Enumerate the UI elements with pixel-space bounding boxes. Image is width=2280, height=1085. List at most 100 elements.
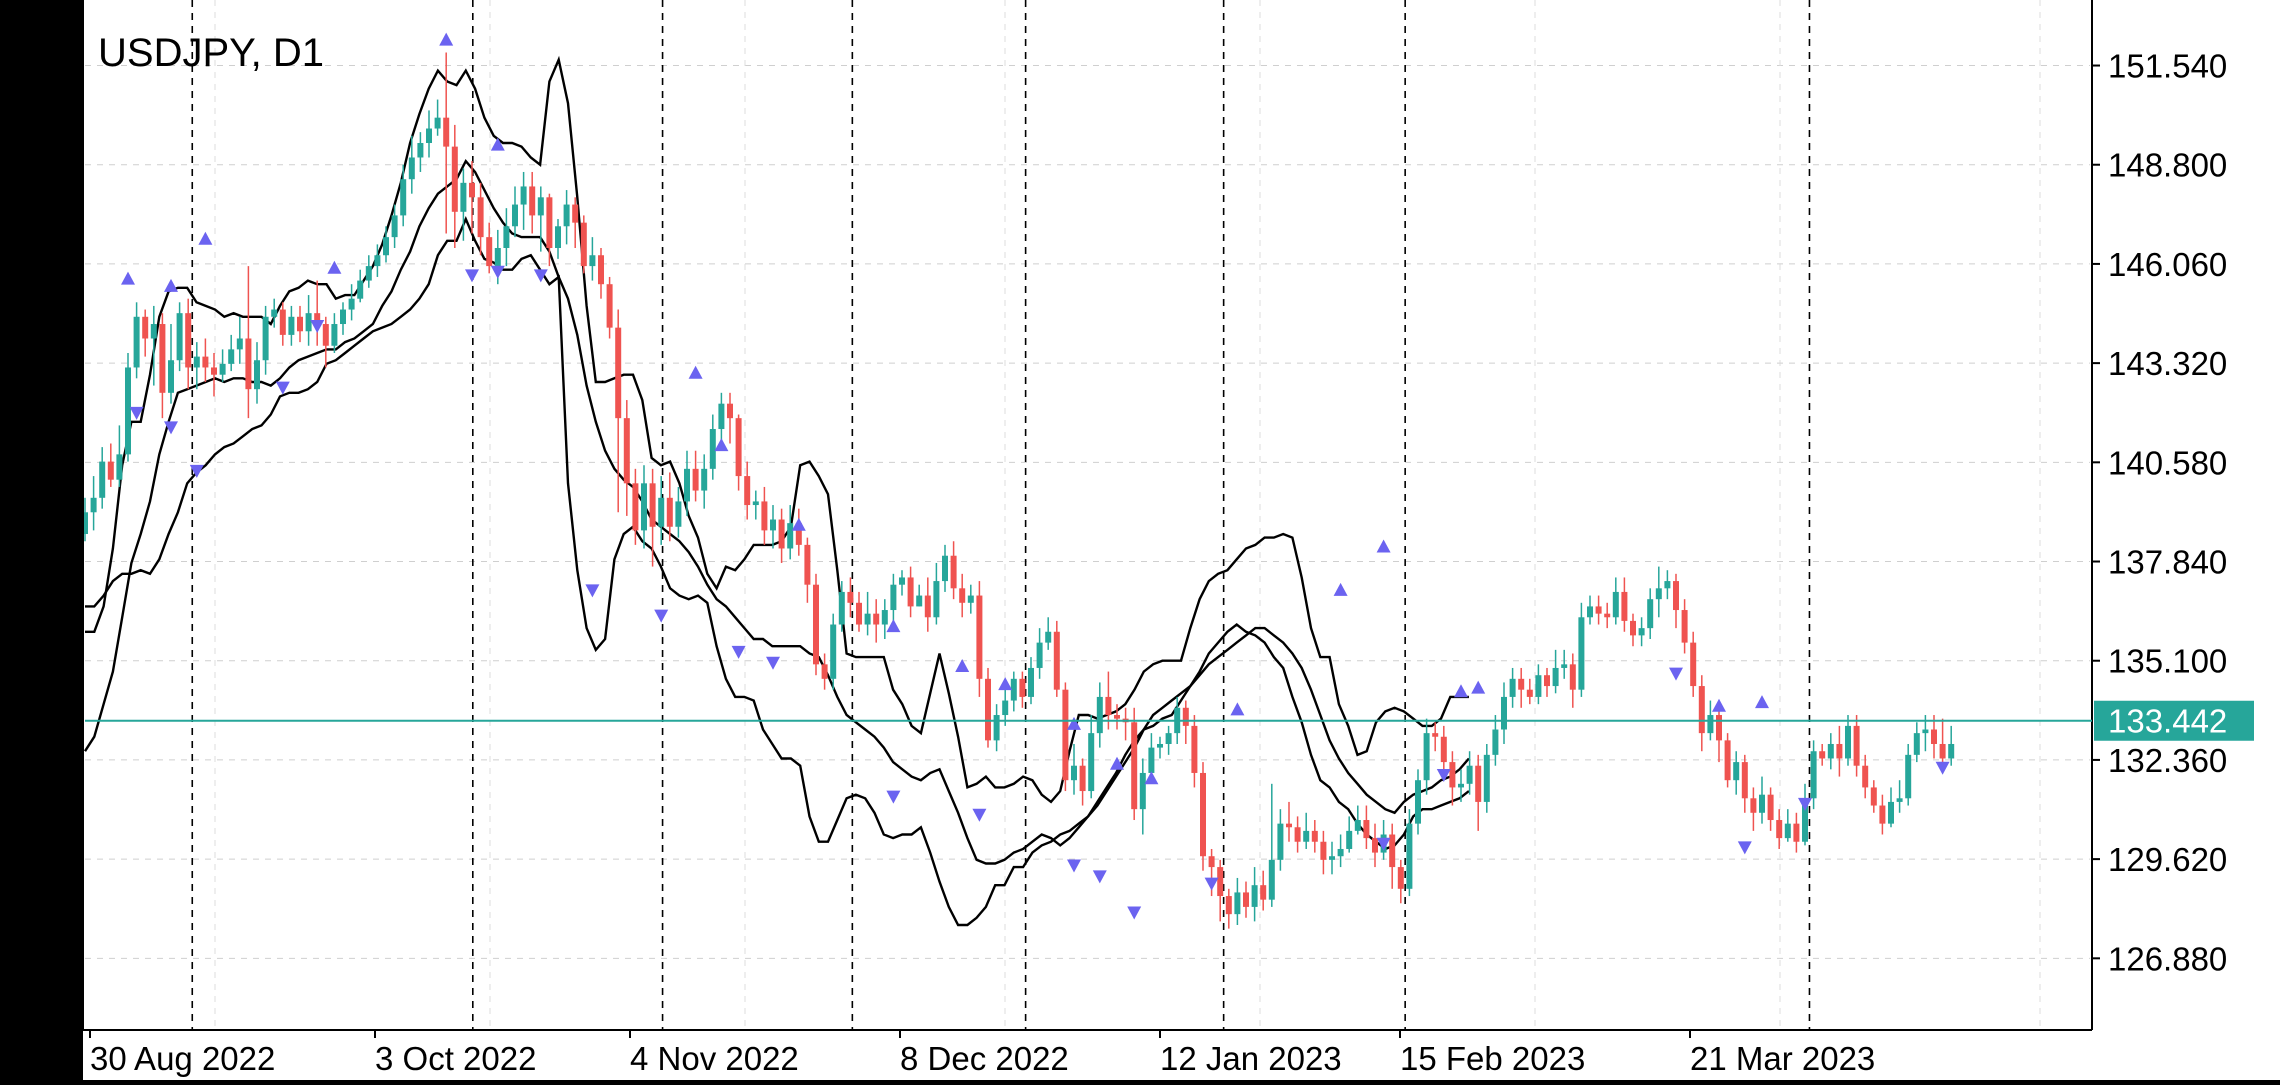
candle-body — [202, 356, 209, 368]
fractal-up-marker — [121, 271, 135, 285]
candle-body — [1655, 588, 1662, 600]
candle-body — [761, 501, 768, 531]
candle-body — [1225, 896, 1232, 915]
current-price-label: 133.442 — [2108, 703, 2227, 740]
candle-body — [219, 363, 226, 375]
fractal-down-marker — [972, 808, 987, 822]
candle-body — [718, 403, 725, 430]
candle-body — [1079, 765, 1086, 792]
fractal-down-marker — [1127, 906, 1142, 920]
candle-body — [1243, 892, 1249, 907]
candle-body — [1045, 631, 1052, 643]
y-axis-ticks: 151.540 148.800 146.060 143.320 140.580 137.8… — [2092, 48, 2227, 977]
candle-body — [374, 255, 381, 267]
fractal-down-marker — [310, 320, 325, 334]
x-tick-label: 12 Jan 2023 — [1160, 1040, 1342, 1077]
candle-body — [443, 117, 450, 147]
candle-body — [391, 215, 398, 238]
fractal-up-marker — [439, 32, 454, 46]
candle-body — [1002, 700, 1009, 716]
candle-body — [735, 418, 742, 477]
fractal-up-marker — [1067, 716, 1081, 730]
candle-body — [1544, 675, 1550, 687]
candle-body — [606, 284, 613, 328]
candle-body — [1698, 686, 1705, 734]
current-price-line: 133.442 — [85, 700, 2254, 741]
candle-body — [331, 324, 338, 346]
candle-body — [1759, 794, 1765, 813]
candle-body — [1096, 696, 1103, 734]
candle-body — [899, 577, 905, 585]
candle-body — [82, 512, 88, 535]
candle-body — [795, 523, 802, 545]
y-tick-label: 126.880 — [2108, 940, 2227, 977]
fractal-down-marker — [1669, 667, 1683, 681]
candle-body — [1853, 725, 1860, 766]
candle-body — [684, 468, 690, 502]
candle-body — [185, 313, 192, 368]
candle-body — [985, 678, 991, 741]
candle-body — [1552, 667, 1559, 687]
candle-body — [1062, 689, 1069, 781]
candle-body — [1681, 610, 1688, 643]
candle-body — [838, 591, 845, 625]
candle-body — [1363, 820, 1370, 839]
candle-body — [1827, 743, 1834, 759]
candle-body — [649, 483, 656, 527]
candle-body — [1053, 631, 1060, 690]
candle-body — [580, 222, 587, 267]
candle-body — [942, 555, 948, 582]
candle-body — [1561, 664, 1568, 668]
candle-body — [1604, 613, 1611, 618]
fractal-down-marker — [533, 269, 548, 283]
candle-body — [1440, 736, 1447, 763]
fractal-up-marker — [1471, 680, 1486, 694]
candle-body — [890, 584, 897, 611]
candle-body — [813, 584, 819, 665]
candle-body — [1647, 599, 1654, 629]
candle-body — [916, 595, 923, 607]
candle-body — [555, 226, 561, 248]
candle-body — [787, 523, 794, 549]
candle-body — [1208, 856, 1215, 868]
y-tick-label: 151.540 — [2108, 48, 2227, 85]
fractal-down-marker — [490, 265, 505, 279]
candle-body — [1372, 838, 1378, 853]
candle-body — [1036, 642, 1043, 668]
current-price-badge — [2094, 700, 2254, 741]
y-tick-label: 143.320 — [2108, 345, 2227, 382]
candle-body — [1234, 892, 1241, 915]
candle-body — [709, 429, 716, 469]
candle-body — [744, 476, 751, 506]
candle-body — [176, 313, 183, 361]
candle-body — [856, 602, 862, 625]
candle-body — [486, 237, 493, 267]
candle-body — [1423, 733, 1430, 781]
x-tick-label: 15 Feb 2023 — [1400, 1040, 1585, 1077]
fractal-down-marker — [585, 584, 600, 598]
fractal-up-marker — [1333, 582, 1348, 596]
candle-body — [1286, 823, 1292, 828]
y-tick-label: 148.800 — [2108, 147, 2227, 184]
candle-body — [1621, 591, 1628, 621]
candle-body — [451, 146, 458, 212]
candle-body — [1733, 762, 1740, 781]
candle-body — [1741, 762, 1748, 799]
candle-body — [701, 468, 708, 491]
candle-body — [193, 356, 200, 368]
candle-body — [469, 182, 475, 198]
candle-body — [1337, 848, 1344, 857]
candle-body — [1294, 827, 1301, 842]
candle-body — [1612, 591, 1619, 618]
fractal-down-marker — [886, 790, 901, 804]
candle-body — [1526, 689, 1533, 697]
y-tick-label: 132.360 — [2108, 742, 2227, 779]
fractal-down-marker — [1067, 859, 1081, 873]
candle-body — [993, 715, 1000, 741]
candle-body — [752, 501, 759, 506]
candle-body — [950, 555, 957, 589]
chart-background — [83, 0, 2280, 1080]
band-upper — [85, 55, 1469, 804]
band-middle — [83, 158, 1470, 865]
